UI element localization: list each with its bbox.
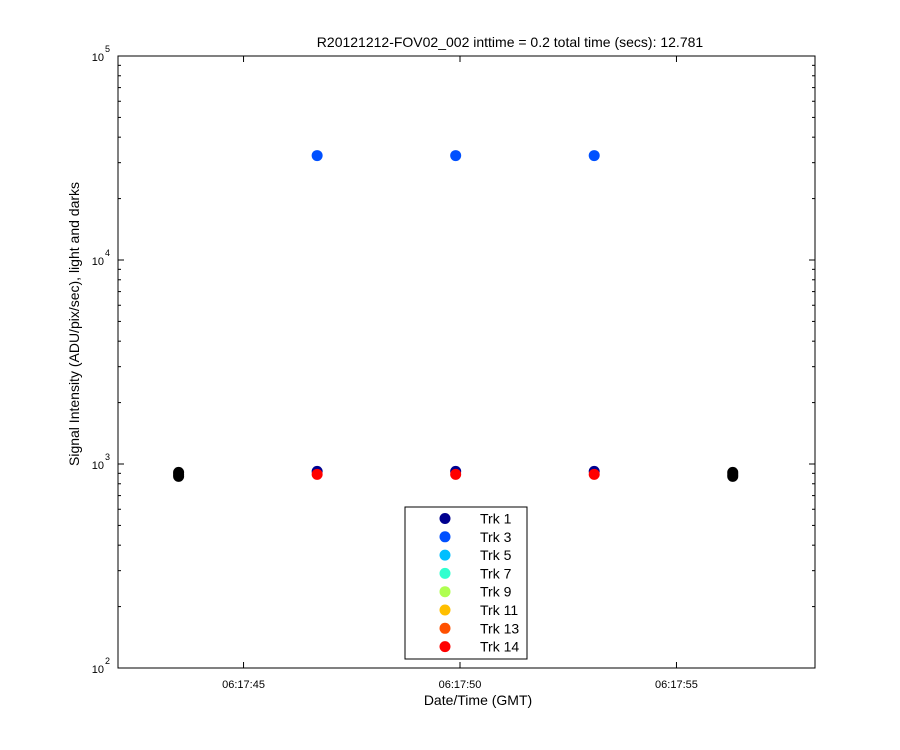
y-tick-label-exponent: 2	[105, 656, 110, 666]
x-tick-label: 06:17:55	[655, 679, 698, 691]
y-tick-label-base: 10	[92, 664, 104, 676]
legend-marker-trk-13	[439, 622, 451, 634]
trk-3-point	[311, 150, 323, 162]
legend-label-trk-3: Trk 3	[480, 529, 512, 545]
x-tick-label: 06:17:45	[222, 679, 265, 691]
track-series	[311, 150, 600, 480]
legend-label-trk-13: Trk 13	[480, 620, 519, 636]
legend-label-trk-1: Trk 1	[480, 511, 512, 527]
dark-point	[727, 466, 739, 478]
y-tick-label-base: 10	[92, 52, 104, 64]
legend-marker-trk-5	[439, 549, 451, 561]
chart-title: R20121212-FOV02_002 inttime = 0.2 total …	[317, 34, 704, 50]
dark-point	[173, 466, 185, 478]
trk-14-point	[450, 468, 462, 480]
x-ticks: 06:17:45 06:17:50 06:17:55	[222, 56, 698, 691]
legend-marker-trk-14	[439, 641, 451, 653]
trk-14-point	[588, 468, 600, 480]
darks-series	[173, 466, 739, 482]
legend-marker-trk-7	[439, 567, 451, 579]
y-tick-label-exponent: 5	[105, 44, 110, 54]
legend-label-trk-7: Trk 7	[480, 565, 512, 581]
legend-marker-trk-9	[439, 586, 451, 598]
x-tick-label: 06:17:50	[439, 679, 482, 691]
legend-label-trk-5: Trk 5	[480, 547, 512, 563]
x-axis-label: Date/Time (GMT)	[424, 692, 532, 708]
legend-label-trk-9: Trk 9	[480, 584, 512, 600]
y-tick-label-exponent: 3	[105, 452, 110, 462]
trk-3-point	[450, 150, 462, 162]
y-tick-label-exponent: 4	[105, 248, 110, 258]
legend-label-trk-11: Trk 11	[480, 602, 518, 618]
legend-box	[404, 506, 528, 660]
legend-marker-trk-1	[439, 513, 451, 524]
trk-14-point	[311, 468, 323, 480]
legend-label-trk-14: Trk 14	[480, 639, 519, 655]
legend: Trk 1 Trk 3 Trk 5 Trk 7 Trk 9 Trk 11 Trk 13 Trk…	[404, 506, 528, 660]
y-tick-label-base: 10	[92, 460, 104, 472]
legend-marker-trk-11	[439, 604, 451, 616]
y-axis-label: Signal Intensity (ADU/pix/sec), light an…	[66, 182, 82, 466]
legend-marker-trk-3	[439, 531, 451, 543]
y-tick-label-base: 10	[92, 256, 104, 268]
trk-3-point	[588, 150, 600, 162]
